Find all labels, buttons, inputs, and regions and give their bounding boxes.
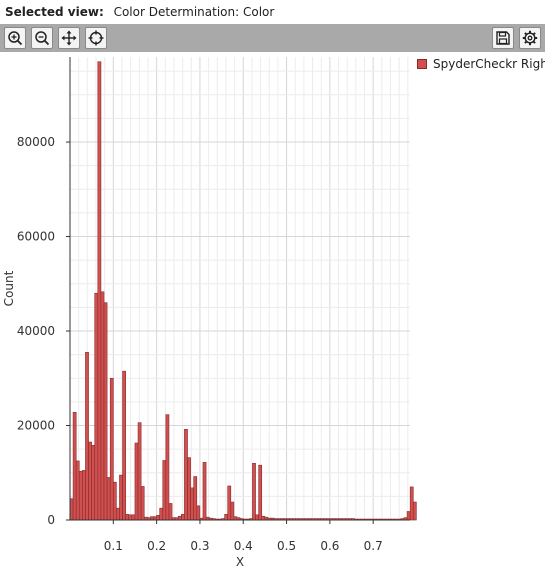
histogram-chart[interactable]: 0.1 0.2 0.3 0.4 0.5 0.6 0.7 0 20000 40000 60000 80… bbox=[0, 52, 545, 580]
histogram-bar bbox=[190, 487, 194, 521]
histogram-bar bbox=[91, 445, 96, 521]
histogram-bar bbox=[78, 471, 83, 521]
histogram-bar bbox=[261, 515, 266, 521]
legend-series-label: SpyderCheckr Right bbox=[433, 57, 545, 71]
histogram-bar bbox=[137, 422, 142, 521]
selected-view-value: Color Determination: Color bbox=[113, 5, 275, 19]
histogram-bar bbox=[94, 292, 99, 521]
histogram-bar bbox=[184, 428, 188, 521]
zoom-out-button[interactable] bbox=[31, 27, 53, 49]
histogram-bar bbox=[97, 61, 102, 521]
y-tick-label: 40000 bbox=[17, 324, 55, 338]
save-icon bbox=[496, 31, 510, 45]
histogram-bar bbox=[75, 460, 80, 521]
y-tick-label: 0 bbox=[47, 513, 55, 527]
y-axis-ticks: 0 20000 40000 60000 80000 bbox=[17, 135, 70, 527]
histogram-bar bbox=[140, 486, 145, 521]
histogram-bar bbox=[187, 457, 191, 521]
histogram-bar bbox=[162, 460, 167, 521]
histogram-bar bbox=[112, 481, 117, 521]
gear-icon bbox=[522, 30, 538, 46]
y-tick-label: 80000 bbox=[17, 135, 55, 149]
x-tick-label: 0.5 bbox=[277, 539, 296, 553]
x-tick-label: 0.1 bbox=[104, 539, 123, 553]
legend-swatch bbox=[417, 58, 427, 69]
histogram-bar bbox=[196, 505, 201, 521]
chart-grid bbox=[70, 57, 410, 520]
y-tick-label: 20000 bbox=[17, 419, 55, 433]
plot-toolbar bbox=[0, 24, 545, 52]
histogram-bar bbox=[125, 514, 130, 521]
zoom-out-icon bbox=[35, 31, 50, 46]
settings-button[interactable] bbox=[519, 27, 541, 49]
histogram-bar bbox=[122, 370, 126, 521]
x-tick-label: 0.6 bbox=[320, 539, 339, 553]
histogram-bar bbox=[224, 514, 229, 521]
crosshair-button[interactable] bbox=[85, 27, 107, 49]
histogram-bar bbox=[119, 474, 123, 521]
histogram-bar bbox=[165, 414, 170, 521]
x-tick-label: 0.2 bbox=[147, 539, 166, 553]
histogram-bar bbox=[109, 377, 114, 521]
histogram-bar bbox=[202, 462, 207, 521]
selected-view-label: Selected view: bbox=[5, 5, 104, 19]
chart-axes bbox=[69, 57, 410, 521]
histogram-bar bbox=[406, 511, 411, 521]
histogram-bar bbox=[116, 507, 120, 521]
histogram-bar bbox=[159, 507, 164, 521]
histogram-bar bbox=[82, 470, 86, 521]
x-tick-label: 0.4 bbox=[234, 539, 253, 553]
x-tick-label: 0.3 bbox=[190, 539, 209, 553]
crosshair-icon bbox=[88, 30, 104, 46]
chart-legend[interactable]: SpyderCheckr Right bbox=[417, 56, 545, 72]
pan-icon bbox=[61, 30, 77, 46]
histogram-bar bbox=[255, 514, 259, 521]
y-axis-title: Count bbox=[2, 270, 16, 306]
histogram-bar bbox=[258, 464, 263, 521]
histogram-bar bbox=[100, 291, 105, 521]
selected-view-header: Selected view: Color Determination: Colo… bbox=[5, 3, 274, 21]
histogram-bar bbox=[230, 501, 235, 521]
x-axis-title: X bbox=[236, 555, 244, 569]
histogram-bar bbox=[106, 477, 111, 521]
histogram-bar bbox=[72, 411, 77, 521]
y-tick-label: 60000 bbox=[17, 230, 55, 244]
histogram-bar bbox=[85, 351, 89, 521]
zoom-in-icon bbox=[8, 31, 23, 46]
histogram-bar bbox=[412, 501, 417, 521]
save-button[interactable] bbox=[492, 27, 514, 49]
histogram-bar bbox=[227, 485, 232, 521]
histogram-bar bbox=[156, 514, 160, 521]
histogram-bar bbox=[168, 503, 173, 521]
histogram-bar bbox=[134, 442, 139, 521]
histogram-bar bbox=[409, 486, 414, 521]
histogram-bar bbox=[131, 514, 136, 521]
histogram-bar bbox=[193, 476, 198, 521]
histogram-bar bbox=[177, 515, 182, 521]
x-tick-label: 0.7 bbox=[364, 539, 383, 553]
histogram-bar bbox=[252, 463, 256, 521]
histogram-bar bbox=[88, 441, 92, 521]
pan-button[interactable] bbox=[58, 27, 80, 49]
histogram-bar bbox=[103, 302, 108, 521]
zoom-in-button[interactable] bbox=[4, 27, 26, 49]
x-axis-ticks: 0.1 0.2 0.3 0.4 0.5 0.6 0.7 bbox=[104, 520, 383, 553]
histogram-bar bbox=[128, 514, 133, 521]
histogram-bar bbox=[181, 514, 185, 521]
